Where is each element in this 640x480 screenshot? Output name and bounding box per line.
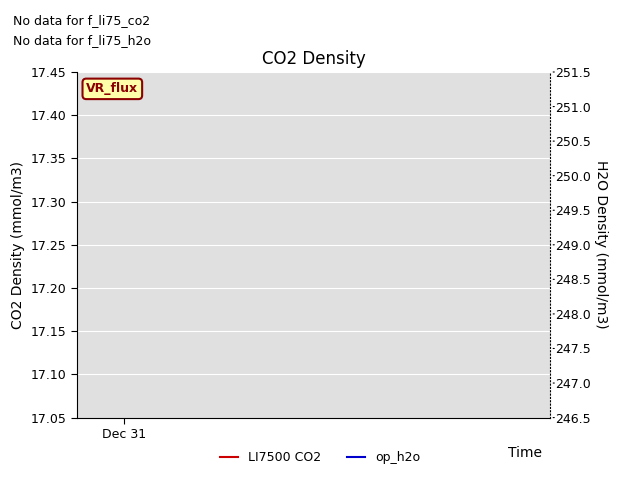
Y-axis label: CO2 Density (mmol/m3): CO2 Density (mmol/m3) [11,161,25,329]
Y-axis label: H2O Density (mmol/m3): H2O Density (mmol/m3) [594,160,608,329]
Text: Time: Time [508,446,542,460]
Legend: LI7500 CO2, op_h2o: LI7500 CO2, op_h2o [214,446,426,469]
Text: VR_flux: VR_flux [86,83,138,96]
Text: No data for f_li75_h2o: No data for f_li75_h2o [13,34,151,47]
Title: CO2 Density: CO2 Density [262,49,365,68]
Text: No data for f_li75_co2: No data for f_li75_co2 [13,14,150,27]
